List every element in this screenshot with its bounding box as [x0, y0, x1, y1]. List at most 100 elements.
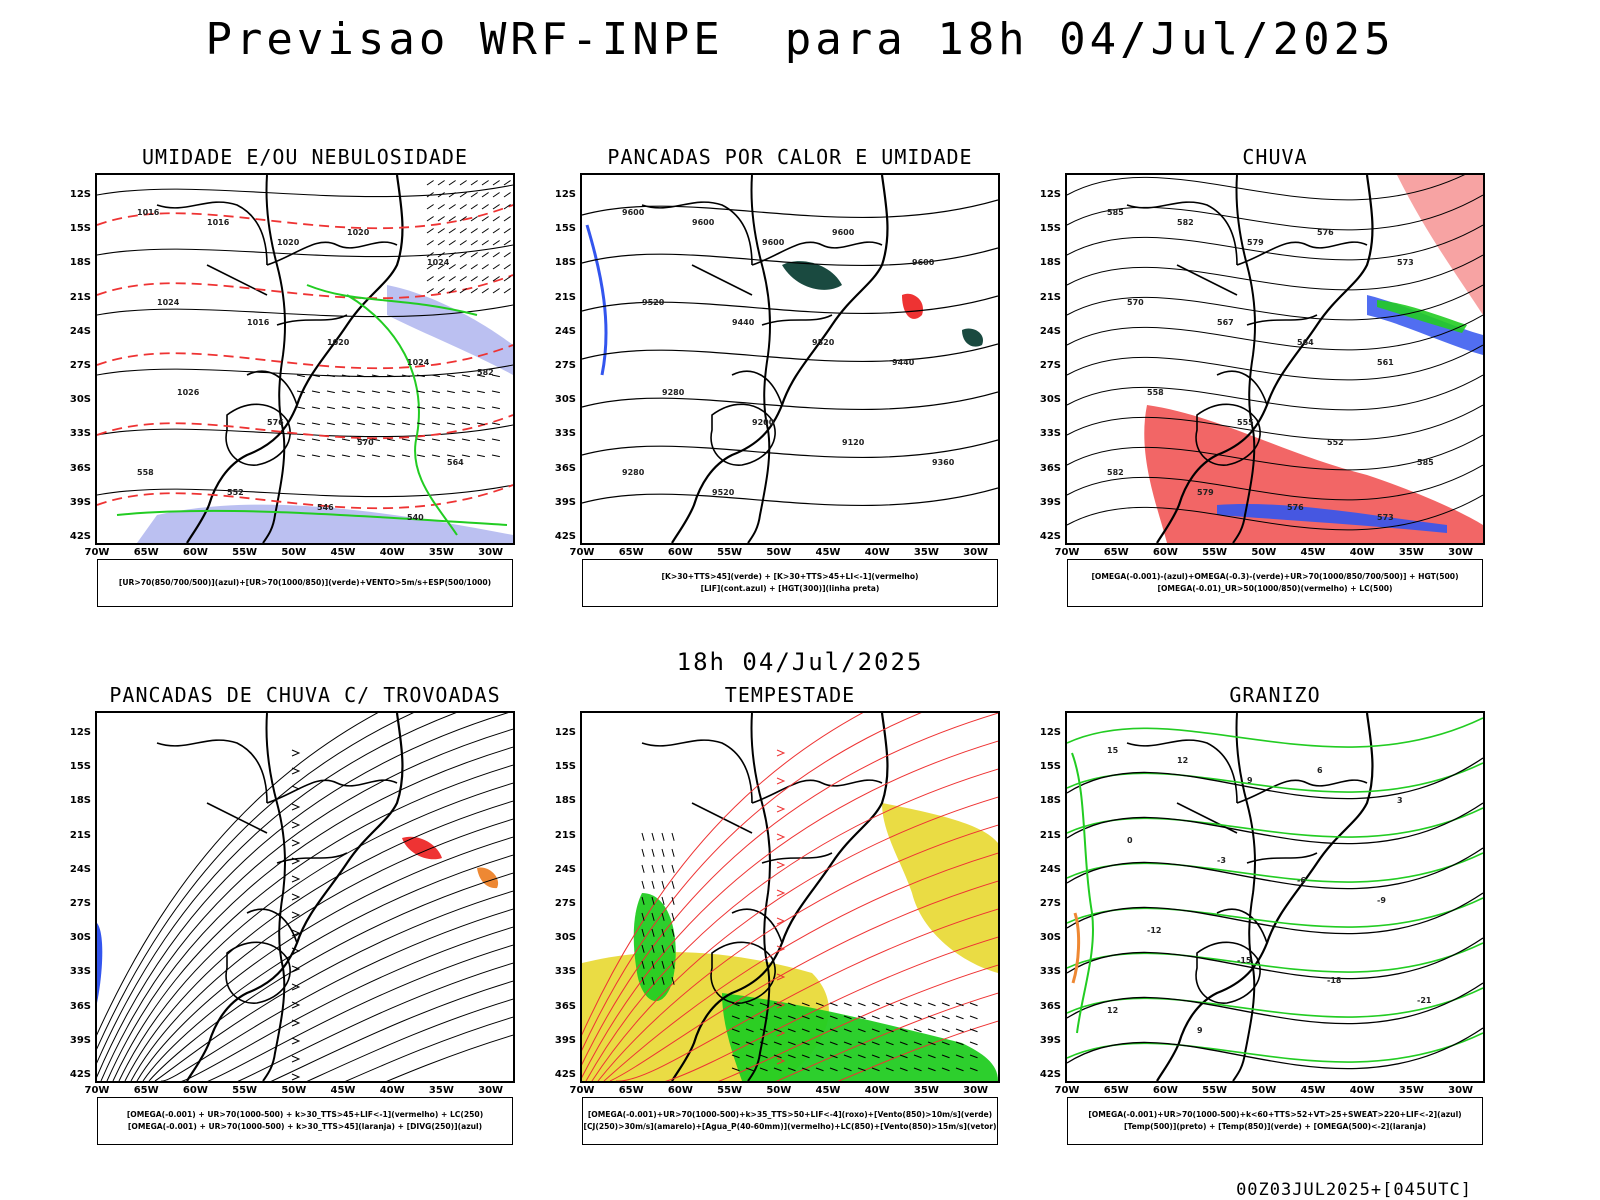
wind-vector: [671, 976, 675, 985]
country-border: [266, 779, 398, 804]
wind-vector: [426, 204, 434, 210]
wind-vector: [492, 192, 500, 198]
wind-vector: [759, 1054, 768, 1059]
lon-tick-label: 50W: [281, 1085, 307, 1096]
streamline: [178, 962, 513, 1081]
streamline: [591, 796, 998, 1081]
streamline: [609, 880, 998, 1081]
lon-tick-label: 70W: [1054, 1085, 1080, 1096]
contour-line: [1067, 494, 1483, 531]
wind-vector: [871, 1067, 880, 1072]
country-border: [246, 370, 298, 406]
streamline: [97, 713, 379, 1036]
wind-vector: [356, 422, 365, 426]
lon-tick-label: 65W: [618, 1085, 644, 1096]
lat-tick-label: 30S: [554, 394, 576, 406]
map-frame: 15 12 9 6 3 0 -3 -6 -9 -12 -15 -18 -21 12 9: [1065, 711, 1485, 1083]
lat-tick-label: 15S: [1039, 761, 1061, 773]
omega-500-area: [1071, 912, 1081, 984]
map-canvas: 585 582 579 576 573 570 567 564 561 558 555 552 585 5…: [1067, 175, 1483, 543]
streamline: [196, 1016, 513, 1081]
streamline: [154, 890, 513, 1081]
wind-vector: [899, 1002, 908, 1007]
wind-vector: [461, 438, 470, 442]
streamline: [100, 728, 513, 1081]
lon-tick-label: 70W: [84, 547, 110, 558]
wind-vector: [481, 192, 489, 198]
lon-tick-label: 60W: [667, 1085, 693, 1096]
streamline-arrow: [776, 805, 786, 813]
lat-tick-label: 30S: [1039, 932, 1061, 944]
contour-label: -12: [1147, 926, 1161, 935]
lon-tick-label: 60W: [182, 547, 208, 558]
contour-label: 9280: [662, 388, 685, 397]
wind-vector: [651, 912, 655, 921]
wind-vector: [437, 192, 445, 198]
wind-vector: [759, 1067, 768, 1072]
wind-vector: [461, 406, 470, 410]
country-border: [156, 201, 268, 266]
wind-vector: [885, 1002, 894, 1007]
contour-label: 1024: [157, 298, 180, 307]
lat-tick-label: 33S: [1039, 428, 1061, 440]
country-border: [1246, 314, 1318, 326]
streamline: [142, 854, 513, 1081]
streamline-arrow: [776, 1001, 786, 1009]
lon-tick-label: 45W: [815, 547, 841, 558]
contour-label: 579: [1197, 488, 1214, 497]
lat-tick-label: 24S: [554, 863, 576, 875]
wind-vector: [356, 390, 365, 394]
wind-vector: [815, 1028, 824, 1033]
contour-label: 1020: [347, 228, 370, 237]
panel-title: TEMPESTADE: [724, 683, 856, 707]
streamline: [173, 944, 513, 1081]
panel-title: CHUVA: [1242, 145, 1308, 169]
wind-vector: [448, 180, 456, 186]
streamline-arrow: [291, 911, 301, 919]
wind-vector: [913, 1054, 922, 1059]
wind-vector: [426, 288, 434, 294]
unstable-area: [902, 293, 923, 319]
lat-tick-label: 21S: [1039, 291, 1061, 303]
wind-vector: [401, 438, 410, 442]
lat-tick-label: 12S: [1039, 727, 1061, 738]
wind-vector: [503, 180, 511, 186]
wind-vector: [470, 228, 478, 234]
wind-vector: [476, 438, 485, 442]
map-canvas: 15 12 9 6 3 0 -3 -6 -9 -12 -15 -18 -21 12 9: [1067, 713, 1483, 1081]
streamline-arrow: [291, 1037, 301, 1045]
contour-line: [582, 439, 998, 459]
wind-vector: [341, 422, 350, 426]
lon-tick-label: 30W: [963, 547, 989, 558]
country-border: [276, 314, 348, 326]
wind-vector: [470, 252, 478, 258]
lat-tick-label: 15S: [554, 223, 576, 235]
wind-vector: [843, 1015, 852, 1020]
wind-vector: [386, 422, 395, 426]
streamline: [582, 713, 864, 1036]
wind-vector: [641, 864, 645, 873]
wind-vector: [671, 944, 675, 953]
wind-vector: [941, 1054, 950, 1059]
wind-vector: [401, 422, 410, 426]
country-border: [751, 241, 883, 266]
wind-vector: [326, 454, 335, 458]
wind-vector: [885, 1028, 894, 1033]
wind-vector: [829, 1067, 838, 1072]
streamline: [622, 936, 998, 1081]
wind-vector: [326, 406, 335, 410]
contour-label: 582: [1107, 468, 1124, 477]
coastline: [747, 713, 771, 1081]
wind-vector: [927, 1015, 936, 1020]
contour-label: 9200: [752, 418, 775, 427]
country-border: [225, 941, 291, 1004]
contour-label: 9360: [932, 458, 955, 467]
wind-vector: [371, 374, 380, 378]
streamline: [124, 800, 513, 1081]
contour-line: [97, 304, 513, 318]
wind-vector: [801, 1041, 810, 1046]
lon-tick-label: 45W: [330, 547, 356, 558]
legend-line: [OMEGA(-0.001)+UR>70(1000-500)+k<60+TTS>…: [1088, 1110, 1462, 1119]
wind-vector: [731, 1054, 740, 1059]
streamline: [603, 852, 998, 1081]
